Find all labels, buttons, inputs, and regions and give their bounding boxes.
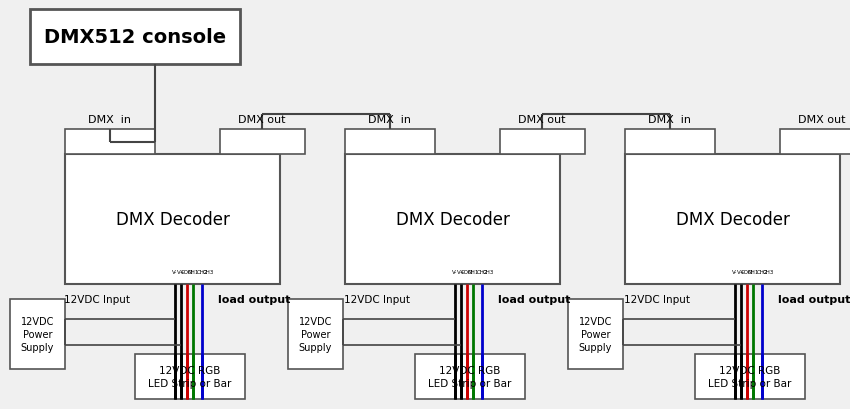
Text: load output: load output (218, 294, 291, 304)
Text: DMX Decoder: DMX Decoder (116, 211, 230, 229)
Text: load output: load output (778, 294, 850, 304)
Bar (135, 354, 245, 399)
Text: DMX out: DMX out (518, 115, 566, 125)
Text: CH1: CH1 (747, 270, 759, 275)
Text: CH3: CH3 (762, 270, 774, 275)
Text: CH2: CH2 (476, 270, 488, 275)
Text: COM: COM (181, 270, 193, 275)
Bar (625, 155, 840, 284)
Text: DMX  in: DMX in (88, 115, 132, 125)
Text: CH3: CH3 (202, 270, 213, 275)
Text: 12VDC RGB
LED Strip or Bar: 12VDC RGB LED Strip or Bar (148, 365, 232, 388)
Text: V-: V- (733, 270, 738, 275)
Text: V+: V+ (177, 270, 185, 275)
Text: DMX  in: DMX in (649, 115, 692, 125)
Text: 12VDC
Power
Supply: 12VDC Power Supply (20, 316, 54, 352)
Text: 12VDC
Power
Supply: 12VDC Power Supply (579, 316, 612, 352)
Bar (780, 130, 850, 155)
Bar (65, 130, 155, 155)
Bar (415, 354, 525, 399)
Text: 12VDC RGB
LED Strip or Bar: 12VDC RGB LED Strip or Bar (708, 365, 791, 388)
Bar (65, 155, 280, 284)
Bar (345, 155, 560, 284)
Text: CH2: CH2 (196, 270, 207, 275)
Text: 12VDC Input: 12VDC Input (64, 294, 130, 304)
Text: V-: V- (173, 270, 178, 275)
Text: 12VDC Input: 12VDC Input (344, 294, 410, 304)
Text: DMX Decoder: DMX Decoder (395, 211, 509, 229)
Text: CH2: CH2 (756, 270, 768, 275)
Bar (345, 130, 435, 155)
Text: V-: V- (452, 270, 457, 275)
Text: COM: COM (740, 270, 753, 275)
Text: load output: load output (498, 294, 570, 304)
Text: CH3: CH3 (482, 270, 494, 275)
Bar (500, 130, 585, 155)
Text: DMX512 console: DMX512 console (44, 28, 226, 47)
Text: DMX out: DMX out (798, 115, 846, 125)
Text: V+: V+ (456, 270, 465, 275)
Bar (220, 130, 305, 155)
Text: DMX out: DMX out (238, 115, 286, 125)
Bar (10, 299, 65, 369)
Bar (30, 10, 240, 65)
Text: DMX  in: DMX in (369, 115, 411, 125)
Text: COM: COM (461, 270, 473, 275)
Bar (568, 299, 623, 369)
Text: CH1: CH1 (187, 270, 199, 275)
Bar (288, 299, 343, 369)
Bar (625, 130, 715, 155)
Text: DMX Decoder: DMX Decoder (676, 211, 790, 229)
Text: 12VDC RGB
LED Strip or Bar: 12VDC RGB LED Strip or Bar (428, 365, 512, 388)
Text: V+: V+ (737, 270, 745, 275)
Text: 12VDC
Power
Supply: 12VDC Power Supply (299, 316, 332, 352)
Text: CH1: CH1 (468, 270, 479, 275)
Text: 12VDC Input: 12VDC Input (624, 294, 690, 304)
Bar (695, 354, 805, 399)
